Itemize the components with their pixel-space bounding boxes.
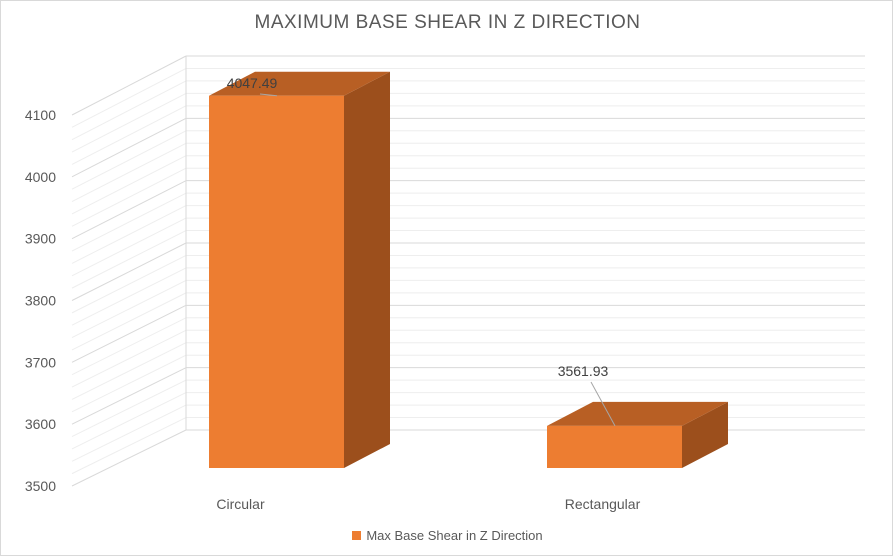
bar-top xyxy=(209,71,390,96)
gridline-side xyxy=(71,80,187,141)
gridline-side xyxy=(71,317,187,376)
gridline-side xyxy=(71,354,187,413)
gridline-side xyxy=(71,105,187,165)
gridline-side xyxy=(71,255,187,314)
bar-front xyxy=(209,95,344,469)
gridline-side xyxy=(71,117,187,178)
legend-swatch xyxy=(352,531,362,540)
bar-side xyxy=(344,71,390,469)
gridline-side xyxy=(71,142,187,203)
y-tick-label: 3900 xyxy=(25,231,56,247)
x-axis-categories: Circular Rectangular xyxy=(216,496,640,512)
bars xyxy=(209,71,728,469)
data-label: 4047.49 xyxy=(227,75,278,91)
bar-top xyxy=(547,401,728,426)
gridline-side xyxy=(71,217,187,277)
data-label: 3561.93 xyxy=(558,363,609,379)
gridline-side xyxy=(71,68,187,128)
gridline-side xyxy=(71,417,187,475)
gridline-side xyxy=(71,292,187,351)
gridline-side xyxy=(71,92,187,153)
gridline-side xyxy=(71,404,187,462)
gridlines xyxy=(71,55,865,487)
gridline-side xyxy=(71,367,187,425)
data-labels: 4047.49 3561.93 xyxy=(227,75,616,427)
gridline-side xyxy=(71,279,187,339)
leader-line xyxy=(259,93,278,97)
x-category-label: Rectangular xyxy=(565,496,641,512)
gridline-side xyxy=(71,392,187,450)
chart-title: MAXIMUM BASE SHEAR IN Z DIRECTION xyxy=(254,12,641,33)
y-axis-ticks: 3500 3600 3700 3800 3900 4000 4100 xyxy=(25,107,56,494)
gridline-side xyxy=(71,155,187,215)
bar-circular xyxy=(209,71,390,469)
bar-side xyxy=(682,401,728,468)
gridline-side xyxy=(71,379,187,437)
y-tick-label: 3500 xyxy=(25,478,56,494)
gridline-side xyxy=(71,429,187,487)
bar-rectangular xyxy=(547,401,728,468)
legend-label: Max Base Shear in Z Direction xyxy=(366,528,543,543)
gridline-side xyxy=(71,342,187,400)
gridline-side xyxy=(71,130,187,190)
gridline-side xyxy=(71,55,187,116)
gridline-side xyxy=(71,304,187,363)
leader-line xyxy=(590,381,616,427)
gridline-side xyxy=(71,242,187,301)
y-tick-label: 4000 xyxy=(25,169,56,185)
legend: Max Base Shear in Z Direction xyxy=(0,528,895,543)
gridline-side xyxy=(71,329,187,388)
x-category-label: Circular xyxy=(216,496,265,512)
gridline-side xyxy=(71,192,187,252)
gridline-side xyxy=(71,167,187,227)
bar-front xyxy=(547,425,682,468)
gridline-side xyxy=(71,230,187,289)
y-tick-label: 4100 xyxy=(25,107,56,123)
gridline-side xyxy=(71,267,187,326)
y-tick-label: 3700 xyxy=(25,354,56,370)
y-tick-label: 3600 xyxy=(25,416,56,432)
gridline-side xyxy=(71,180,187,240)
gridline-side xyxy=(71,205,187,264)
y-tick-label: 3800 xyxy=(25,293,56,309)
